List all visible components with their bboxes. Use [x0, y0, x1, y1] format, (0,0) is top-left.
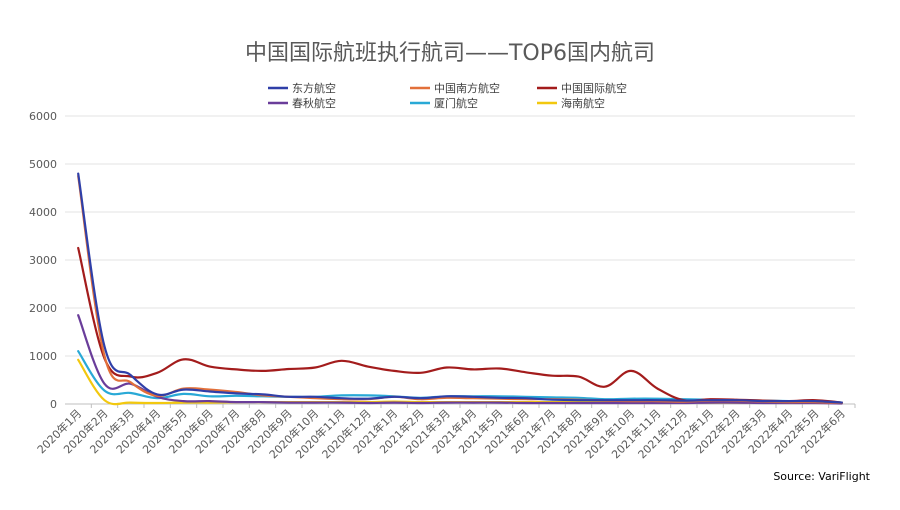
- series-line-2: [77, 246, 843, 404]
- series-lines: [77, 172, 843, 406]
- x-axis: 2020年1月2020年2月2020年3月2020年4月2020年5月2020年…: [34, 404, 856, 461]
- legend-label: 厦门航空: [434, 96, 478, 110]
- y-axis: 0 1000 2000 3000 4000 5000 6000: [29, 110, 57, 411]
- y-tick-label: 4000: [29, 206, 57, 219]
- series-line-3: [77, 314, 843, 405]
- y-tick-label: 6000: [29, 110, 57, 123]
- legend-item: 海南航空: [537, 96, 605, 110]
- legend-item: 中国国际航空: [537, 81, 627, 95]
- series-line-0: [77, 172, 843, 404]
- y-tick-label: 0: [50, 398, 57, 411]
- gridlines: [65, 115, 855, 405]
- source-note: Source: VariFlight: [773, 470, 870, 483]
- legend-label: 东方航空: [292, 81, 336, 95]
- y-tick-label: 5000: [29, 158, 57, 171]
- legend-item: 东方航空: [268, 81, 336, 95]
- legend-label: 海南航空: [561, 96, 605, 110]
- legend-label: 中国国际航空: [561, 81, 627, 95]
- series-line-4: [77, 350, 843, 404]
- legend-item: 春秋航空: [268, 96, 336, 110]
- y-tick-label: 2000: [29, 302, 57, 315]
- legend-item: 厦门航空: [410, 96, 478, 110]
- legend-label: 春秋航空: [292, 96, 336, 110]
- chart-title: 中国国际航班执行航司——TOP6国内航司: [245, 41, 655, 66]
- y-tick-label: 3000: [29, 254, 57, 267]
- legend-item: 中国南方航空: [410, 81, 500, 95]
- y-tick-label: 1000: [29, 350, 57, 363]
- legend-label: 中国南方航空: [434, 81, 500, 95]
